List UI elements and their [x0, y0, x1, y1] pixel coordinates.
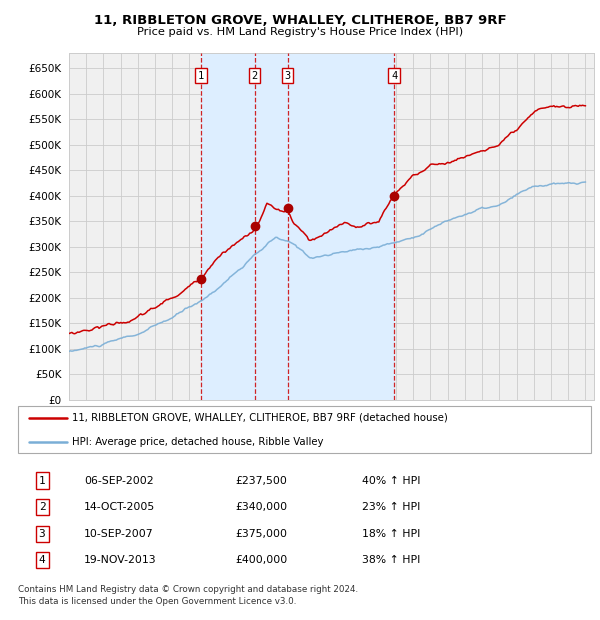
- Text: £375,000: £375,000: [236, 529, 288, 539]
- Text: 06-SEP-2002: 06-SEP-2002: [84, 476, 154, 485]
- Text: 3: 3: [38, 529, 46, 539]
- Text: 4: 4: [38, 556, 46, 565]
- Text: 3: 3: [284, 71, 291, 81]
- Text: 14-OCT-2005: 14-OCT-2005: [84, 502, 155, 512]
- Text: 18% ↑ HPI: 18% ↑ HPI: [362, 529, 420, 539]
- Text: HPI: Average price, detached house, Ribble Valley: HPI: Average price, detached house, Ribb…: [73, 437, 324, 448]
- Text: 23% ↑ HPI: 23% ↑ HPI: [362, 502, 420, 512]
- FancyBboxPatch shape: [18, 406, 591, 453]
- Text: 11, RIBBLETON GROVE, WHALLEY, CLITHEROE, BB7 9RF: 11, RIBBLETON GROVE, WHALLEY, CLITHEROE,…: [94, 14, 506, 27]
- Text: £237,500: £237,500: [236, 476, 287, 485]
- Text: 4: 4: [391, 71, 397, 81]
- Bar: [201, 53, 394, 400]
- Text: 38% ↑ HPI: 38% ↑ HPI: [362, 556, 420, 565]
- Text: £400,000: £400,000: [236, 556, 288, 565]
- Text: 1: 1: [38, 476, 46, 485]
- Text: Price paid vs. HM Land Registry's House Price Index (HPI): Price paid vs. HM Land Registry's House …: [137, 27, 463, 37]
- Text: Contains HM Land Registry data © Crown copyright and database right 2024.
This d: Contains HM Land Registry data © Crown c…: [18, 585, 358, 606]
- Text: 19-NOV-2013: 19-NOV-2013: [84, 556, 157, 565]
- Text: £340,000: £340,000: [236, 502, 288, 512]
- Text: 11, RIBBLETON GROVE, WHALLEY, CLITHEROE, BB7 9RF (detached house): 11, RIBBLETON GROVE, WHALLEY, CLITHEROE,…: [73, 413, 448, 423]
- Text: 2: 2: [38, 502, 46, 512]
- Text: 40% ↑ HPI: 40% ↑ HPI: [362, 476, 420, 485]
- Text: 2: 2: [251, 71, 258, 81]
- Text: 1: 1: [198, 71, 205, 81]
- Text: 10-SEP-2007: 10-SEP-2007: [84, 529, 154, 539]
